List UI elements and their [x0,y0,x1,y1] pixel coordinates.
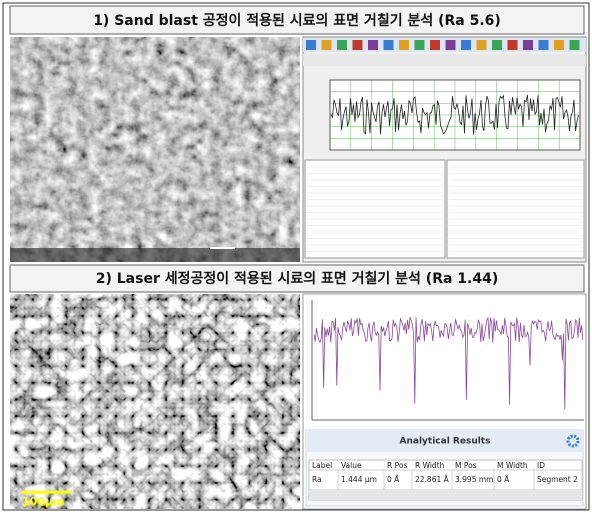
figure: 1) Sand blast 공정이 적용된 시료의 표면 거칠기 분석 (Ra … [0,0,592,513]
toolbar-icon [306,40,316,50]
cell: 22.861 Å [415,475,450,484]
toolbar-icon [508,40,518,50]
cell: Segment 2 [537,475,578,484]
toolbar-icon [523,40,533,50]
toolbar-icon [492,40,502,50]
toolbar-icon [539,40,549,50]
cell: 0 Å [497,475,510,484]
toolbar-icon [430,40,440,50]
scale-label: 100µm [22,495,65,508]
column-header: M Pos [455,461,477,470]
cell: 3.995 mm [455,475,493,484]
column-header: ID [537,461,545,470]
results-title: Analytical Results [400,437,491,447]
cell: 1.444 µm [341,475,377,484]
section-title: 2) Laser 세정공정이 적용된 시료의 표면 거칠기 분석 (Ra 1.4… [96,270,499,287]
cell: Ra [312,475,322,484]
column-header: Value [341,461,362,470]
toolbar-icon [337,40,347,50]
section-title: 1) Sand blast 공정이 적용된 시료의 표면 거칠기 분석 (Ra … [93,12,501,29]
sem-info-bar [10,248,300,262]
toolbar-icon [446,40,456,50]
toolbar-row [303,54,586,66]
column-header: Label [312,461,332,470]
toolbar-icon [461,40,471,50]
toolbar-icon [554,40,564,50]
toolbar-icon [399,40,409,50]
toolbar-icon [353,40,363,50]
column-header: R Width [415,461,445,470]
toolbar-icon [322,40,332,50]
toolbar-icon [384,40,394,50]
results-table: Label Value R Pos R Width M Pos M Width ID Ra 1.… [309,460,582,500]
empty-row [309,490,582,500]
sem-texture [10,37,300,262]
toolbar-icon [368,40,378,50]
column-header: M Width [497,461,528,470]
param-table [305,160,445,258]
toolbar-icon [570,40,580,50]
cell: 0 Å [387,475,400,484]
toolbar-icon [415,40,425,50]
param-table [447,160,584,258]
toolbar-icon [477,40,487,50]
column-header: R Pos [387,461,407,470]
sem-texture [10,294,300,509]
